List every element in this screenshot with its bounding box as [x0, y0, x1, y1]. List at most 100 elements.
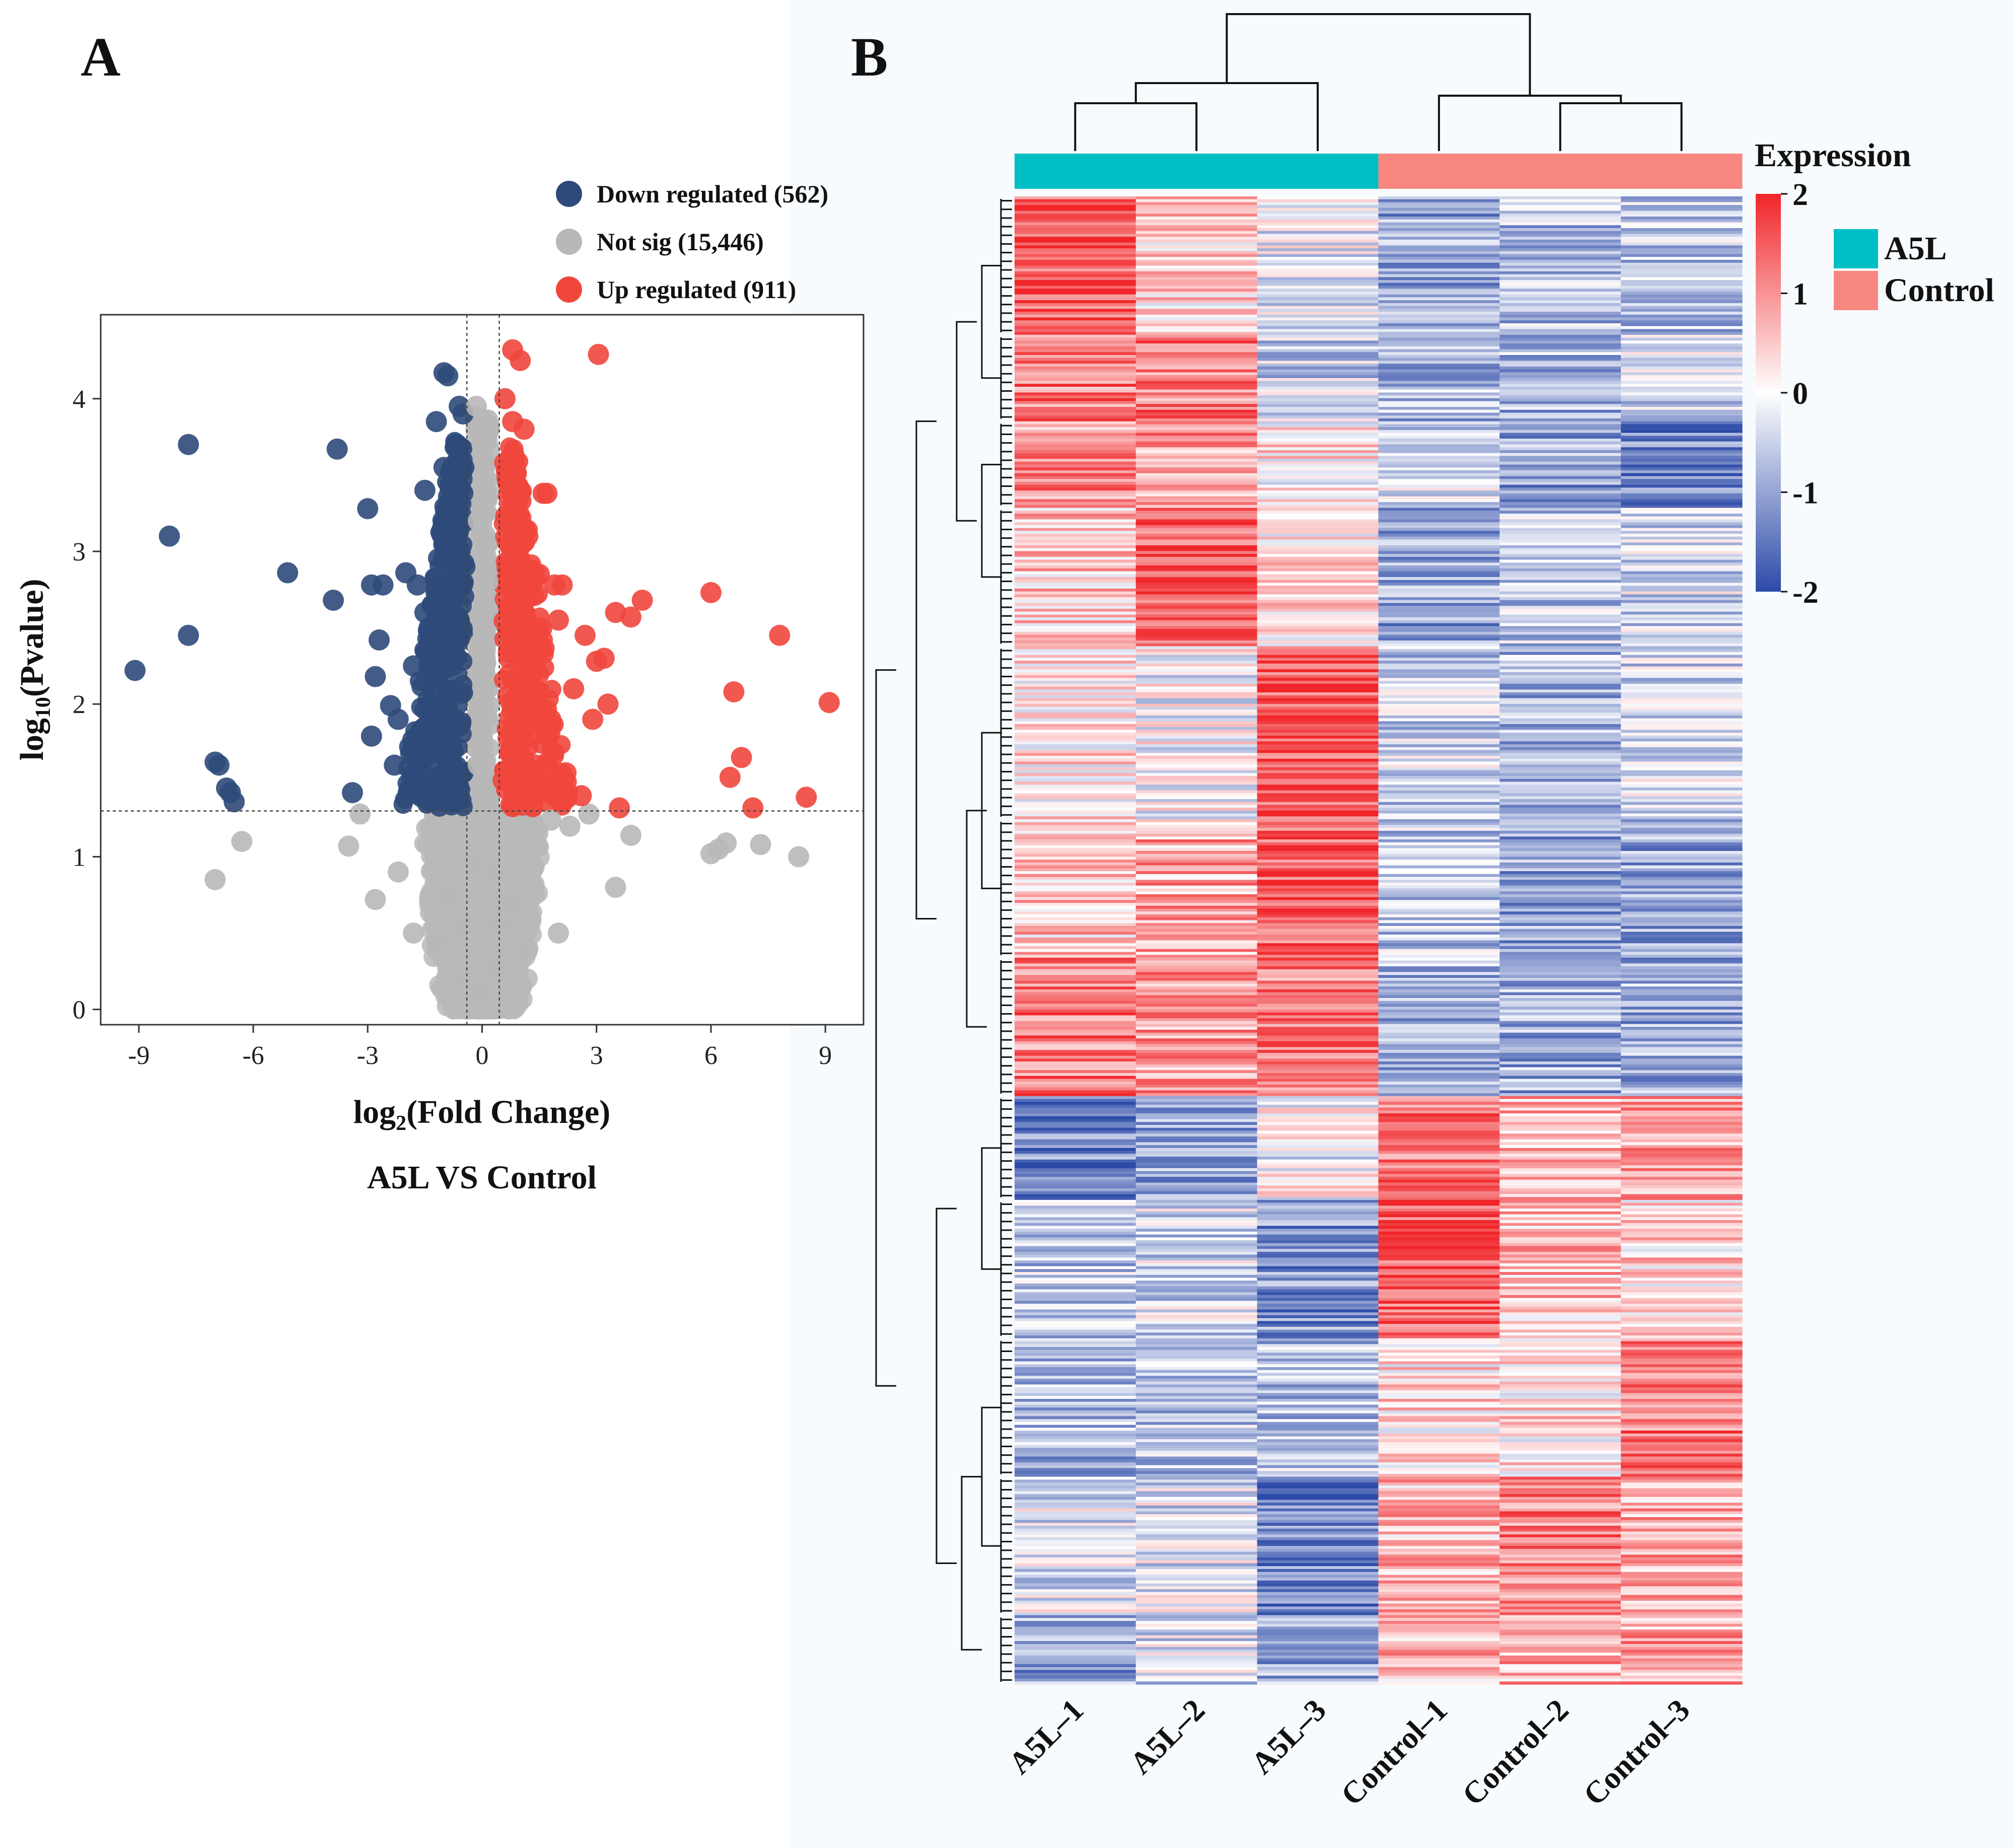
heatmap-cell: [1257, 577, 1379, 581]
heatmap-cell: [1135, 932, 1258, 935]
heatmap-cell: [1135, 698, 1258, 701]
heatmap-cell: [1015, 386, 1136, 390]
heatmap-cell: [1135, 750, 1258, 753]
heatmap-cell: [1135, 631, 1258, 635]
heatmap-cell: [1499, 611, 1621, 615]
heatmap-cell: [1015, 778, 1136, 783]
heatmap-cell: [1378, 398, 1500, 402]
heatmap-cell: [1135, 637, 1258, 641]
heatmap-cell: [1257, 354, 1379, 359]
heatmap-cell: [1499, 1018, 1621, 1022]
heatmap-cell: [1135, 929, 1258, 932]
heatmap-cell: [1135, 983, 1258, 987]
y-tick-label: 1: [73, 843, 86, 872]
heatmap-cell: [1621, 280, 1743, 283]
heatmap-cell: [1378, 631, 1500, 635]
heatmap-cell: [1621, 433, 1743, 436]
heatmap-cell: [1015, 439, 1136, 442]
heatmap-cell: [1015, 556, 1136, 560]
down-band-point: [422, 641, 442, 660]
heatmap-cell: [1378, 695, 1500, 699]
heatmap-cell: [1499, 459, 1621, 462]
heatmap-cell: [1621, 207, 1743, 211]
heatmap-cell: [1621, 257, 1743, 260]
heatmap-cell: [1015, 1240, 1136, 1244]
notsig-cloud-point: [439, 859, 459, 879]
heatmap-cell: [1015, 1199, 1136, 1203]
heatmap-cell: [1257, 1251, 1379, 1255]
heatmap-cell: [1015, 1223, 1136, 1227]
heatmap-cell: [1378, 369, 1500, 373]
heatmap-cell: [1135, 525, 1258, 529]
heatmap-cell: [1135, 755, 1258, 759]
heatmap-cell: [1257, 940, 1379, 944]
heatmap-cell: [1257, 1194, 1379, 1197]
heatmap-cell: [1257, 505, 1379, 509]
heatmap-cell: [1015, 675, 1136, 678]
notsig-point: [403, 922, 424, 944]
heatmap-cell: [1378, 343, 1500, 347]
heatmap-cell: [1378, 1154, 1500, 1157]
heatmap-cell: [1015, 594, 1136, 598]
down-point: [433, 457, 455, 478]
heatmap-cell: [1015, 274, 1136, 277]
heatmap-cell: [1257, 703, 1379, 707]
heatmap-cell: [1499, 354, 1621, 359]
heatmap-cell: [1257, 986, 1379, 990]
heatmap-cell: [1135, 606, 1258, 609]
heatmap-cell: [1257, 597, 1379, 601]
heatmap-cell: [1257, 634, 1379, 638]
heatmap-cell: [1015, 848, 1136, 851]
heatmap-cell: [1378, 1266, 1500, 1269]
heatmap-cell: [1257, 583, 1379, 586]
heatmap-cell: [1378, 1015, 1500, 1019]
heatmap-cell: [1499, 574, 1621, 578]
heatmap-cell: [1135, 1240, 1258, 1244]
heatmap-cell: [1257, 860, 1379, 863]
notsig-cloud-point: [465, 881, 486, 901]
heatmap-cell: [1135, 499, 1258, 503]
legend-up-dot: [556, 276, 582, 303]
heatmap-cell: [1499, 1009, 1621, 1013]
heatmap-cell: [1257, 836, 1379, 840]
heatmap-cell: [1015, 1197, 1136, 1200]
heatmap-cell: [1499, 479, 1621, 482]
heatmap-cell: [1257, 980, 1379, 984]
heatmap-cell: [1257, 1281, 1379, 1284]
heatmap-cell: [1621, 715, 1743, 719]
ylabel-log: log: [14, 718, 50, 760]
heatmap-cell: [1015, 857, 1136, 860]
heatmap-cell: [1378, 1220, 1500, 1224]
heatmap-cell: [1499, 534, 1621, 537]
heatmap-cell: [1257, 248, 1379, 252]
heatmap-cell: [1135, 1151, 1258, 1154]
heatmap-cell: [1015, 1001, 1136, 1005]
heatmap-cell: [1378, 1102, 1500, 1105]
heatmap-cell: [1015, 1096, 1136, 1100]
heatmap-cell: [1257, 1119, 1379, 1122]
heatmap-cell: [1015, 721, 1136, 725]
heatmap-cell: [1015, 1185, 1136, 1189]
heatmap-cell: [1257, 470, 1379, 474]
heatmap-cell: [1621, 1229, 1743, 1232]
heatmap-cell: [1015, 459, 1136, 462]
heatmap-cell: [1621, 340, 1743, 344]
heatmap-cell: [1015, 718, 1136, 722]
heatmap-cell: [1378, 620, 1500, 624]
heatmap-cell: [1621, 1038, 1743, 1042]
heatmap-cell: [1499, 297, 1621, 301]
heatmap-cell: [1621, 891, 1743, 895]
heatmap-cell: [1378, 640, 1500, 644]
heatmap-cell: [1378, 1116, 1500, 1120]
heatmap-cell: [1135, 900, 1258, 903]
heatmap-cell: [1015, 481, 1136, 485]
heatmap-cell: [1621, 658, 1743, 661]
x-axis-ticks: -9 -6 -3 0 3 6 9: [128, 1025, 832, 1070]
heatmap-cell: [1499, 773, 1621, 776]
heatmap-cell: [1621, 461, 1743, 465]
heatmap-cell: [1621, 908, 1743, 912]
heatmap-cell: [1135, 963, 1258, 967]
heatmap-cell: [1499, 1041, 1621, 1045]
heatmap-cell: [1621, 1139, 1743, 1143]
heatmap-cell: [1499, 649, 1621, 653]
